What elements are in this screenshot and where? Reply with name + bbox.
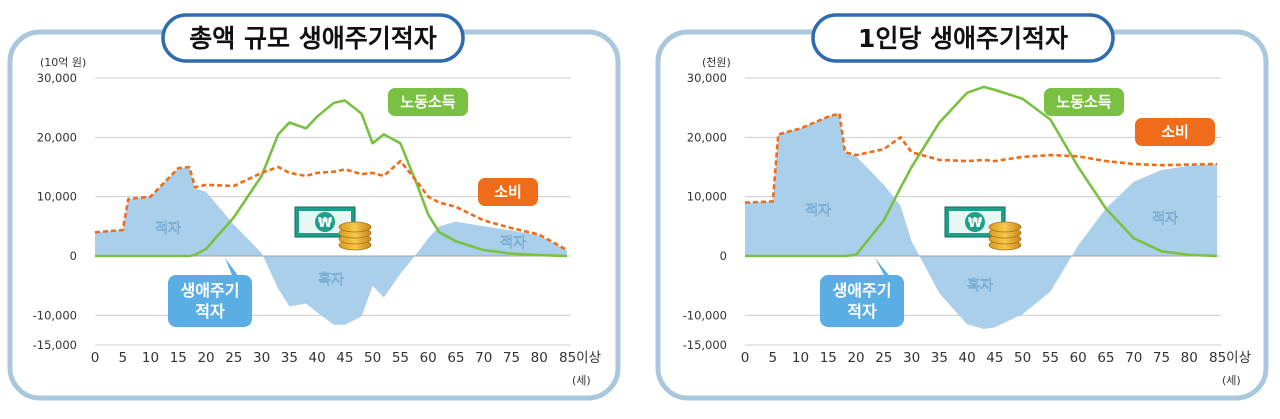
title-box: [161, 13, 465, 63]
consumption-line: [94, 159, 568, 252]
title-box: [811, 13, 1115, 63]
y-tick-label: -10,000: [33, 308, 77, 322]
x-tick-label: 5: [118, 350, 127, 366]
x-tick-label: 30: [253, 350, 270, 366]
coin-stack-icon: [988, 221, 1022, 251]
x-tick-label: 5: [768, 350, 777, 366]
consumption-label: 소비: [1161, 123, 1189, 141]
labor-income-line: [745, 85, 1218, 258]
x-tick-label: 15: [820, 350, 837, 366]
consumption-label: 소비: [494, 183, 522, 201]
area-annotation: 흑자: [967, 277, 993, 294]
x-tick-label: 30: [903, 350, 920, 366]
callout-box: [820, 275, 904, 327]
y-tick-label: 30,000: [37, 71, 77, 85]
x-unit-label: (세): [572, 374, 591, 387]
consumption-label-box: [478, 178, 538, 206]
x-tick-label: 60: [420, 350, 437, 366]
won-symbol: ₩: [968, 216, 983, 231]
life-cycle-deficit-callout: 생애주기적자: [820, 258, 904, 327]
x-tick-label: 65: [447, 350, 464, 366]
won-symbol: ₩: [318, 216, 333, 231]
money-bill-icon: ₩: [944, 206, 1006, 238]
x-tick-label: 0: [91, 350, 100, 366]
x-tick-label: 25: [225, 350, 242, 366]
x-tick-label: 35: [281, 350, 298, 366]
x-tick-label: 75: [1153, 350, 1170, 366]
x-tick-label: 55: [392, 350, 409, 366]
bill-circle: [315, 212, 335, 232]
y-tick-label: 0: [720, 249, 727, 263]
x-tick-label: 55: [1042, 350, 1059, 366]
y-tick-label: -10,000: [683, 308, 727, 322]
x-tick-label: 75: [503, 350, 520, 366]
y-unit-label: (10억 원): [40, 56, 86, 69]
y-tick-label: 0: [70, 249, 77, 263]
x-tick-label: 85이상: [1209, 350, 1251, 366]
x-tick-label: 25: [875, 350, 892, 366]
y-tick-label: 10,000: [37, 190, 77, 204]
y-tick-label: 10,000: [687, 190, 727, 204]
labor-income-line: [95, 99, 568, 258]
x-tick-label: 40: [309, 350, 326, 366]
y-tick-label: 20,000: [37, 130, 77, 144]
labor-income-label: 노동소득: [1056, 93, 1111, 111]
area-annotation: 적자: [1152, 210, 1178, 227]
x-tick-label: 45: [336, 350, 353, 366]
area-annotation: 흑자: [318, 271, 344, 288]
x-tick-label: 50: [364, 350, 381, 366]
x-tick-label: 65: [1097, 350, 1114, 366]
x-tick-label: 10: [792, 350, 809, 366]
x-unit-label: (세): [1222, 374, 1241, 387]
chart-title: 1인당 생애주기적자: [858, 24, 1068, 53]
x-tick-label: 60: [1070, 350, 1087, 366]
x-tick-label: 85이상: [559, 350, 601, 366]
x-tick-label: 20: [197, 350, 214, 366]
consumption-label-box: [1135, 118, 1215, 146]
bill-circle: [965, 212, 985, 232]
x-tick-label: 10: [142, 350, 159, 366]
consumption-line: [744, 112, 1218, 204]
y-tick-label: 20,000: [687, 130, 727, 144]
y-unit-label: (천원): [702, 55, 731, 69]
x-tick-label: 0: [741, 350, 750, 366]
labor-income-label-box: [388, 88, 468, 116]
x-tick-label: 45: [986, 350, 1003, 366]
life-cycle-deficit-callout: 생애주기적자: [168, 258, 252, 327]
x-tick-label: 70: [475, 350, 492, 366]
y-tick-label: 30,000: [687, 71, 727, 85]
x-tick-label: 15: [170, 350, 187, 366]
coin-stack-icon: [338, 221, 372, 251]
area-annotation: 적자: [155, 220, 181, 237]
x-tick-label: 70: [1125, 350, 1142, 366]
labor-income-label-box: [1044, 88, 1124, 116]
x-tick-label: 80: [1181, 350, 1198, 366]
y-tick-label: -15,000: [683, 338, 727, 352]
area-annotation: 적자: [805, 202, 831, 219]
chart-panel-1: 30,000 20,000 10,000 0 -10,000 -15,000 0 5 10 15 2…: [7, 13, 621, 401]
x-tick-label: 20: [847, 350, 864, 366]
callout-text-line: 생애주기: [833, 281, 892, 300]
callout-text-line: 생애주기: [181, 281, 240, 300]
x-tick-label: 80: [531, 350, 548, 366]
life-cycle-deficit-area: [745, 113, 1217, 329]
chart-panel-2: 30,000 20,000 10,000 0 -10,000 -15,000 0 5 10 15 2…: [655, 13, 1269, 401]
x-tick-label: 35: [931, 350, 948, 366]
callout-text-line: 적자: [195, 302, 225, 321]
labor-income-label: 노동소득: [400, 93, 455, 111]
life-cycle-deficit-area: [95, 167, 567, 325]
chart-title: 총액 규모 생애주기적자: [189, 24, 436, 53]
y-tick-label: -15,000: [33, 338, 77, 352]
x-tick-label: 40: [959, 350, 976, 366]
callout-text-line: 적자: [847, 302, 877, 321]
area-annotation: 적자: [500, 234, 526, 251]
coin: [988, 221, 1022, 233]
callout-box: [168, 275, 252, 327]
x-tick-label: 50: [1014, 350, 1031, 366]
coin: [338, 221, 372, 233]
